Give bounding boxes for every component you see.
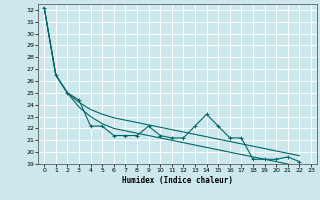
X-axis label: Humidex (Indice chaleur): Humidex (Indice chaleur) [122,176,233,185]
